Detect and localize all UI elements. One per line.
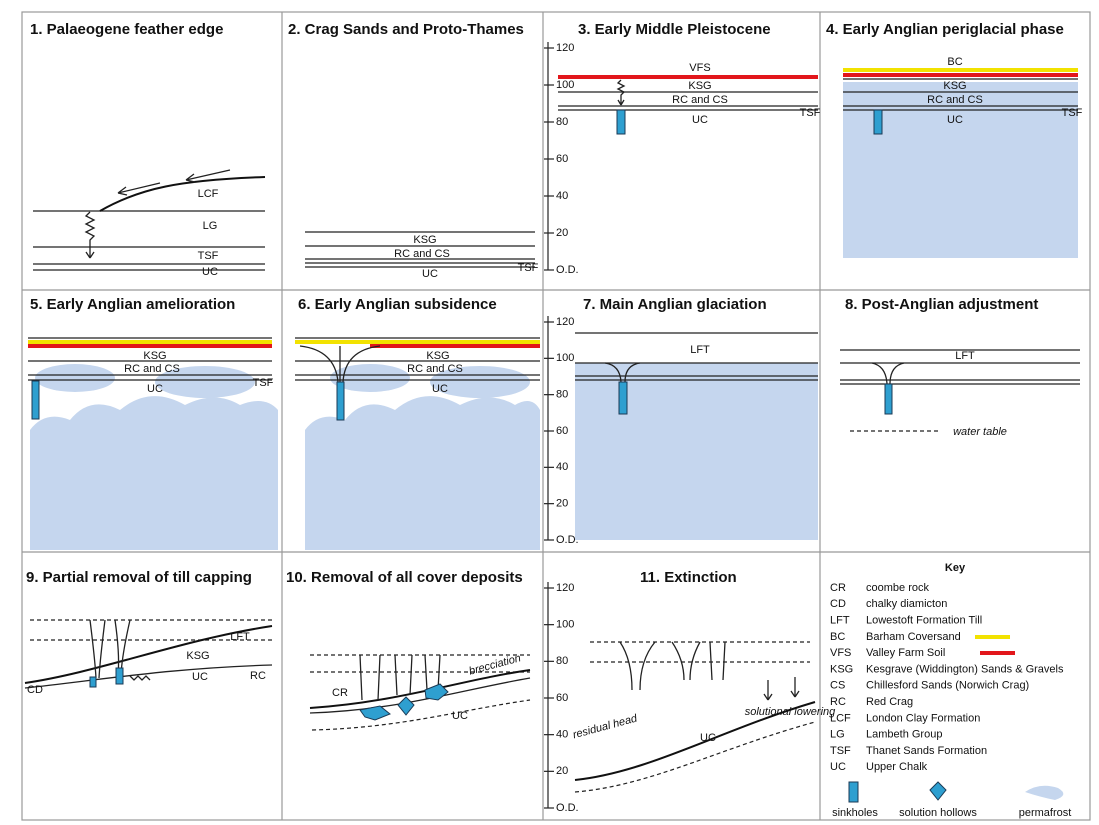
layer-label: LCF [198, 188, 219, 200]
axis-tick-label: O.D. [556, 802, 579, 814]
axis-tick-label: 20 [556, 227, 568, 239]
key-code: RC [830, 696, 846, 708]
key-code: BC [830, 631, 845, 643]
layer-label: BC [947, 56, 962, 68]
layer-label: LFT [230, 631, 250, 643]
key-text: Barham Coversand [866, 631, 961, 643]
key-code: CS [830, 680, 845, 692]
layer-label: KSG [688, 80, 711, 92]
key-symbol-label: sinkholes [832, 807, 878, 819]
panel-7-drawing [575, 333, 818, 540]
layer-label: TSF [198, 250, 219, 262]
layer-label: RC and CS [407, 363, 463, 375]
layer-label: CD [27, 684, 43, 696]
axis-tick-label: 120 [556, 316, 574, 328]
layer-label: UC [692, 114, 708, 126]
key-code: KSG [830, 663, 853, 675]
panel-title: 1. Palaeogene feather edge [30, 21, 223, 38]
layer-label: RC and CS [394, 248, 450, 260]
key-code: LG [830, 729, 845, 741]
axis-tick-label: 120 [556, 582, 574, 594]
axis-tick-label: 80 [556, 116, 568, 128]
layer-label: KSG [413, 234, 436, 246]
axis-tick-label: 80 [556, 655, 568, 667]
layer-label: LG [203, 220, 218, 232]
axis-tick-label: 100 [556, 619, 574, 631]
axis-tick-label: 100 [556, 352, 574, 364]
layer-label: TSF [1062, 107, 1083, 119]
key-text: Kesgrave (Widdington) Sands & Gravels [866, 663, 1064, 675]
layer-label: VFS [689, 62, 710, 74]
panel-title: 6. Early Anglian subsidence [298, 296, 497, 313]
key-text: Valley Farm Soil [866, 647, 945, 659]
layer-label: UC [947, 114, 963, 126]
layer-label: UC [700, 732, 716, 744]
layer-label: RC and CS [927, 94, 983, 106]
axis-tick-label: 120 [556, 42, 574, 54]
axis-tick-label: 60 [556, 153, 568, 165]
key-text: Red Crag [866, 696, 913, 708]
key-text: London Clay Formation [866, 712, 980, 724]
layer-label: UC [202, 266, 218, 278]
layer-label: LFT [955, 350, 975, 362]
layer-label: TSF [800, 107, 821, 119]
key-text: Lowestoft Formation Till [866, 615, 982, 627]
key-text: Upper Chalk [866, 761, 928, 773]
panel-title: 3. Early Middle Pleistocene [578, 21, 771, 38]
axis-tick-label: O.D. [556, 534, 579, 546]
axis-tick-label: 60 [556, 692, 568, 704]
key-code: UC [830, 761, 846, 773]
layer-label: UC [147, 383, 163, 395]
key-text: coombe rock [866, 582, 929, 594]
layer-label: CR [332, 687, 348, 699]
layer-label: RC and CS [124, 363, 180, 375]
axis-tick-label: O.D. [556, 264, 579, 276]
axis-tick-label: 40 [556, 729, 568, 741]
panel-title: 9. Partial removal of till capping [26, 569, 252, 586]
layer-label: UC [422, 268, 438, 280]
layer-label: KSG [143, 350, 166, 362]
axis-tick-label: 80 [556, 389, 568, 401]
layer-label: UC [192, 671, 208, 683]
axis-tick-label: 60 [556, 425, 568, 437]
key-text: Chillesford Sands (Norwich Crag) [866, 680, 1029, 692]
figure: 1. Palaeogene feather edge LCF LG TSF UC 2. C… [0, 0, 1099, 825]
key-code: CD [830, 598, 846, 610]
key-code: LCF [830, 712, 851, 724]
key-code: TSF [830, 745, 851, 757]
layer-label: water table [953, 426, 1007, 438]
axis-tick-label: 100 [556, 79, 574, 91]
key-title: Key [945, 562, 966, 574]
panel-title: 2. Crag Sands and Proto-Thames [288, 21, 524, 38]
axis-tick-label: 40 [556, 461, 568, 473]
panel-title: 7. Main Anglian glaciation [583, 296, 767, 313]
layer-label: KSG [426, 350, 449, 362]
layer-label: TSF [253, 377, 274, 389]
key-text: Lambeth Group [866, 729, 942, 741]
key-text: Thanet Sands Formation [866, 745, 987, 757]
key-symbol-label: solution hollows [899, 807, 977, 819]
layer-label: TSF [518, 262, 539, 274]
panel-title: 4. Early Anglian periglacial phase [826, 21, 1064, 38]
panel-title: 10. Removal of all cover deposits [286, 569, 523, 586]
key-symbol-label: permafrost [1019, 807, 1072, 819]
key-code: CR [830, 582, 846, 594]
layer-label: RC [250, 670, 266, 682]
layer-label: KSG [186, 650, 209, 662]
layer-label: LFT [690, 344, 710, 356]
key-code: VFS [830, 647, 851, 659]
key-code: LFT [830, 615, 850, 627]
panel-title: 11. Extinction [640, 569, 737, 586]
axis-tick-label: 40 [556, 190, 568, 202]
layer-label: UC [452, 710, 468, 722]
layer-label: solutional lowering [745, 706, 836, 718]
panel-title: 8. Post-Anglian adjustment [845, 296, 1038, 313]
axis-tick-label: 20 [556, 765, 568, 777]
layer-label: UC [432, 383, 448, 395]
axis-tick-label: 20 [556, 498, 568, 510]
layer-label: RC and CS [672, 94, 728, 106]
panel-title: 5. Early Anglian amelioration [30, 296, 235, 313]
key-text: chalky diamicton [866, 598, 947, 610]
layer-label: KSG [943, 80, 966, 92]
